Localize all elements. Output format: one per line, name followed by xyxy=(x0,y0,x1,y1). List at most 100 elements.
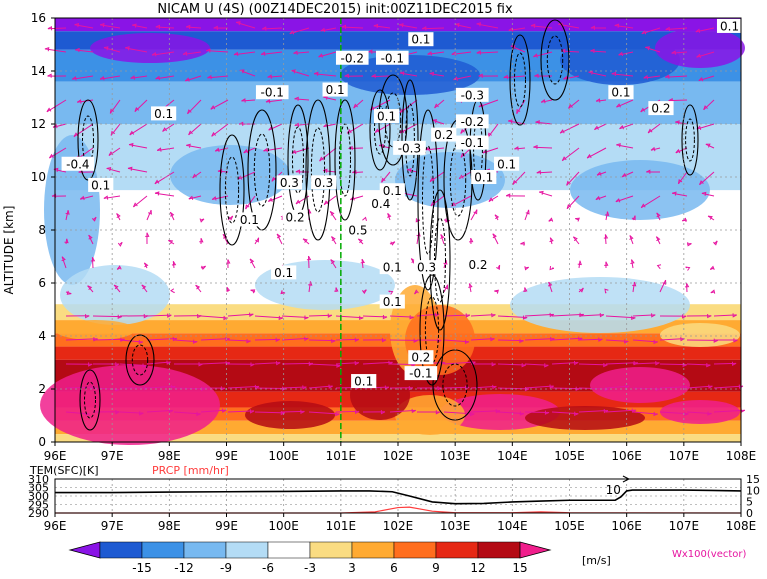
prcp-axis-label: PRCP [mm/hr] xyxy=(152,464,229,477)
x-tick-label: 107E xyxy=(669,449,700,463)
colorbar-swatch xyxy=(436,542,478,558)
sub-right-tick-label: 0 xyxy=(746,507,753,520)
colorbar-tick-label: 9 xyxy=(432,561,440,575)
contour-label: 0.1 xyxy=(326,83,345,97)
y-tick-label: 0 xyxy=(38,435,46,449)
sub-x-tick-label: 106E xyxy=(611,519,642,533)
contour-label: 0.1 xyxy=(474,171,493,185)
contour-label: 0.4 xyxy=(371,197,390,211)
colorbar-min-arrow xyxy=(70,542,100,558)
x-tick-label: 102E xyxy=(383,449,414,463)
colorbar-swatch xyxy=(184,542,226,558)
colorbar-swatch xyxy=(352,542,394,558)
colorbar-swatch xyxy=(394,542,436,558)
colorbar-tick-label: -6 xyxy=(262,561,274,575)
contour-label: -0.3 xyxy=(461,88,484,102)
contour-label: 0.1 xyxy=(240,213,259,227)
contour-label: 0.1 xyxy=(274,266,293,280)
wind-vector xyxy=(552,388,580,389)
sub-x-tick-label: 108E xyxy=(726,519,757,533)
wind-vector xyxy=(372,76,390,77)
contour-label: 0.2 xyxy=(651,102,670,116)
colorbar-tick-label: -12 xyxy=(174,561,194,575)
contour-label: 0.1 xyxy=(383,184,402,198)
colorbar-swatch xyxy=(100,542,142,558)
tem-series-line xyxy=(55,490,741,504)
u-blob xyxy=(55,320,135,340)
colorbar-tick-label: -9 xyxy=(220,561,232,575)
sub-x-tick-label: 104E xyxy=(497,519,528,533)
sub-x-tick-label: 102E xyxy=(383,519,414,533)
contour-label: -0.3 xyxy=(398,141,421,155)
x-tick-label: 105E xyxy=(554,449,585,463)
contour-label: 0.1 xyxy=(411,33,430,47)
contour-label: 0.1 xyxy=(497,157,516,171)
vector-note: Wx100(vector) xyxy=(672,549,747,560)
colorbar-tick-label: -15 xyxy=(132,561,152,575)
y-axis-label: ALTITUDE [km] xyxy=(2,206,16,295)
contour-label: 0.1 xyxy=(91,178,110,192)
contour-label: 0.1 xyxy=(354,375,373,389)
sub-x-tick-label: 101E xyxy=(326,519,357,533)
x-tick-label: 100E xyxy=(268,449,299,463)
x-tick-label: 99E xyxy=(215,449,238,463)
sub-x-tick-label: 103E xyxy=(440,519,471,533)
colorbar-tick-label: 6 xyxy=(390,561,398,575)
u-blob xyxy=(655,28,745,68)
x-tick-label: 97E xyxy=(101,449,124,463)
wind-vector xyxy=(282,363,313,364)
contour-label: -0.2 xyxy=(341,51,364,65)
colorbar-swatch xyxy=(268,542,310,558)
contour-label: 0.3 xyxy=(417,261,436,275)
x-tick-label: 101E xyxy=(326,449,357,463)
sub-x-tick-label: 98E xyxy=(158,519,181,533)
x-tick-label: 108E xyxy=(726,449,757,463)
contour-label: 0.3 xyxy=(314,176,333,190)
contour-label: 0.1 xyxy=(154,107,173,121)
contour-label: 0.1 xyxy=(611,86,630,100)
sub-x-tick-label: 100E xyxy=(268,519,299,533)
u-blob xyxy=(245,401,335,429)
colorbar-tick-label: 12 xyxy=(470,561,485,575)
y-tick-label: 6 xyxy=(38,276,46,290)
contour-label: -0.2 xyxy=(461,115,484,129)
wind-vector xyxy=(93,316,122,317)
colorbar-tick-label: 15 xyxy=(512,561,527,575)
contour-label: 0.2 xyxy=(468,258,487,272)
contour-label: -0.1 xyxy=(261,86,284,100)
tem-axis-label: TEM(SFC)[K] xyxy=(29,464,99,477)
y-tick-label: 4 xyxy=(38,329,46,343)
sub-x-tick-label: 96E xyxy=(44,519,67,533)
sub-x-tick-label: 99E xyxy=(215,519,238,533)
x-tick-label: 104E xyxy=(497,449,528,463)
chart-title: NICAM U (4S) (00Z14DEC2015) init:00Z11DE… xyxy=(157,2,513,17)
x-tick-label: 96E xyxy=(44,449,67,463)
contour-label: -0.4 xyxy=(66,157,89,171)
contour-label: 0.2 xyxy=(411,351,430,365)
x-tick-label: 103E xyxy=(440,449,471,463)
colorbar-swatch xyxy=(478,542,520,558)
contour-label: 0.5 xyxy=(348,224,367,238)
colorbar-swatch xyxy=(142,542,184,558)
colorbar-tick-label: 3 xyxy=(348,561,356,575)
sub-left-tick-label: 290 xyxy=(28,507,49,520)
u-blob xyxy=(570,160,710,220)
wind-vector xyxy=(93,339,125,340)
u-blob xyxy=(660,400,740,424)
x-tick-label: 98E xyxy=(158,449,181,463)
contour-label: 0.1 xyxy=(383,295,402,309)
wind-vector xyxy=(349,148,363,149)
y-tick-label: 10 xyxy=(31,170,46,184)
u-blob xyxy=(590,367,690,403)
wind-vector xyxy=(669,100,687,101)
y-tick-label: 8 xyxy=(38,223,46,237)
u-blob xyxy=(170,145,290,205)
x-tick-label: 106E xyxy=(611,449,642,463)
y-tick-label: 12 xyxy=(31,117,46,131)
contour-label: 0.1 xyxy=(377,110,396,124)
contour-label: -0.1 xyxy=(409,367,432,381)
